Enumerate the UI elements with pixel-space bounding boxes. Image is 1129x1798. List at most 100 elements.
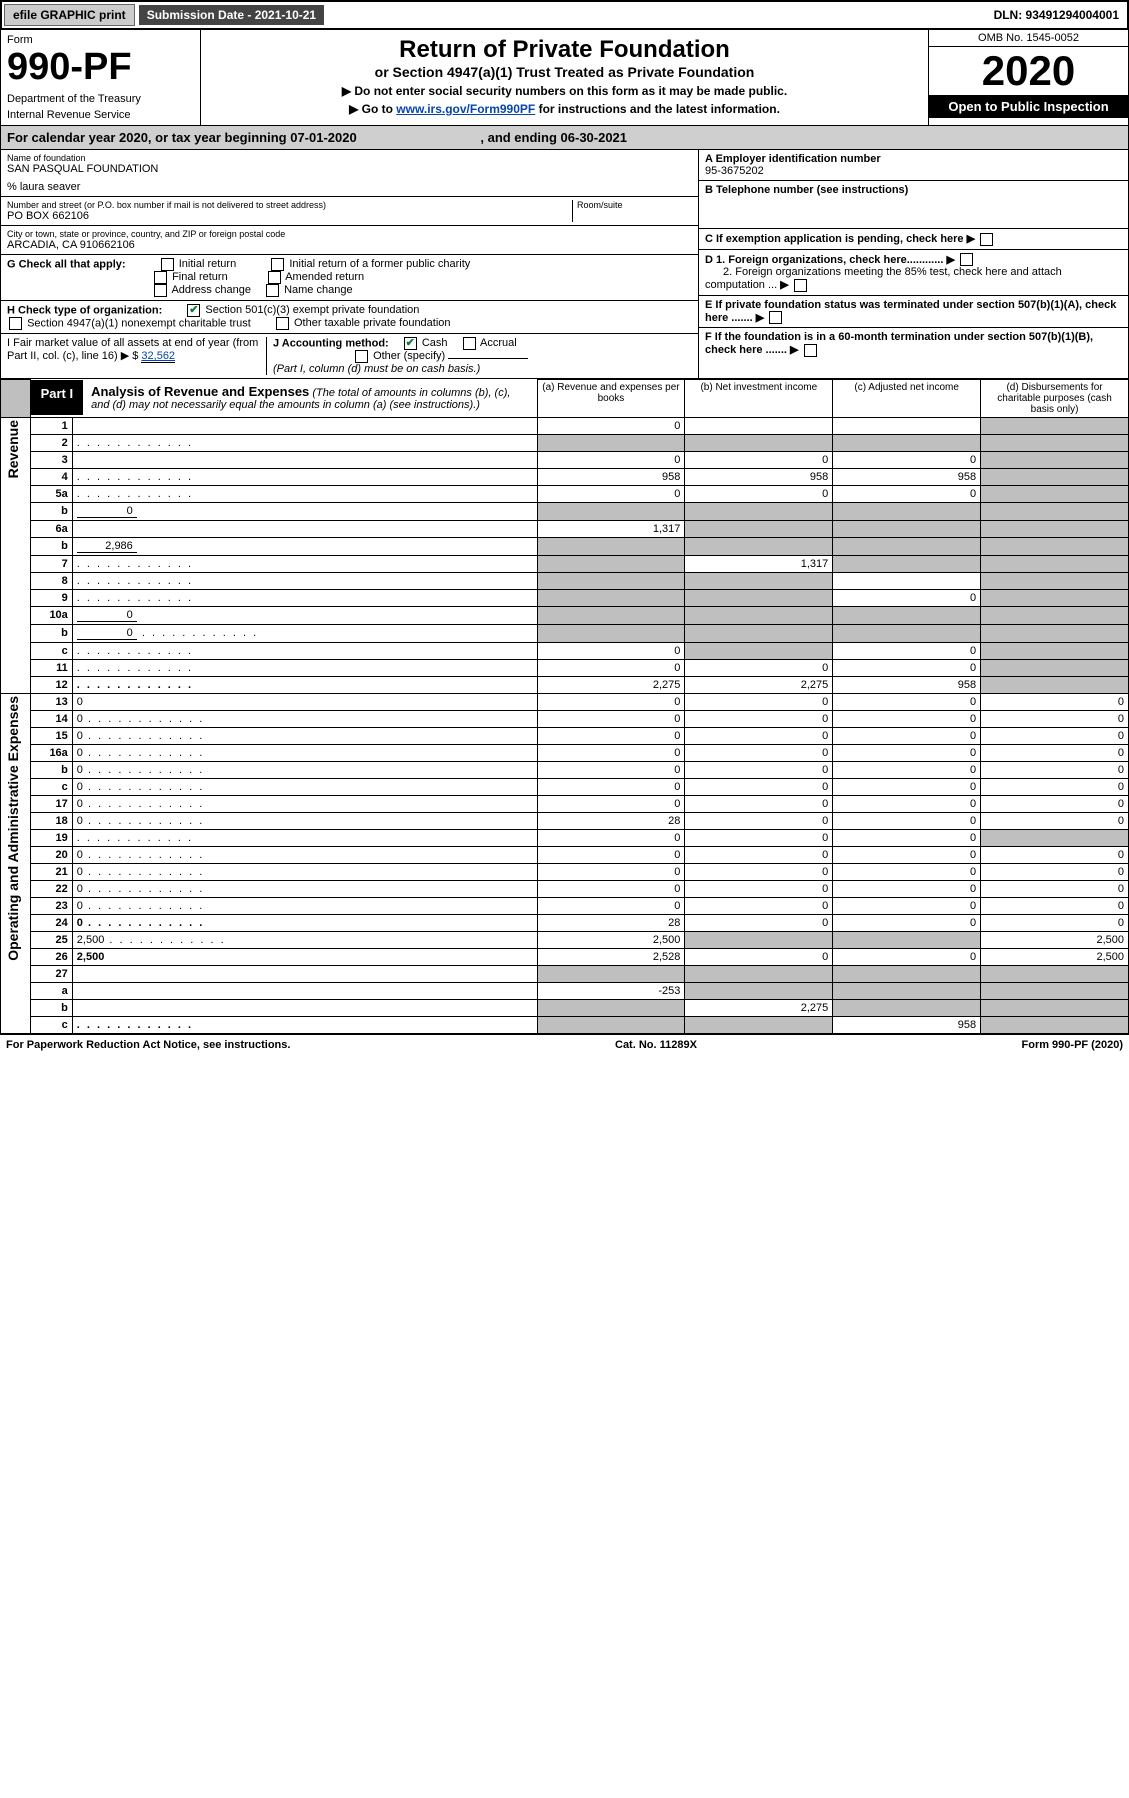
line-number: 27 <box>30 966 72 983</box>
cash-checkbox[interactable] <box>404 337 417 350</box>
col-b-header: (b) Net investment income <box>685 380 833 418</box>
cell-b: 2,275 <box>685 1000 833 1017</box>
cell-a: 0 <box>537 898 685 915</box>
open-inspection: Open to Public Inspection <box>929 95 1128 118</box>
cell-d: 0 <box>981 864 1129 881</box>
line-number: 6a <box>30 521 72 538</box>
city-label: City or town, state or province, country… <box>7 229 692 239</box>
initial-return-checkbox[interactable] <box>161 258 174 271</box>
cell-b <box>685 573 833 590</box>
foreign-org-checkbox[interactable] <box>960 253 973 266</box>
ssn-note: ▶ Do not enter social security numbers o… <box>207 84 922 98</box>
cell-b <box>685 503 833 521</box>
cell-a <box>537 1000 685 1017</box>
section-e-label: E If private foundation status was termi… <box>705 299 1116 324</box>
foundation-name: SAN PASQUAL FOUNDATION <box>7 163 692 175</box>
inline-value: 2,986 <box>77 540 137 553</box>
cell-d: 0 <box>981 898 1129 915</box>
cell-a: 0 <box>537 711 685 728</box>
line-number: 17 <box>30 796 72 813</box>
cell-c <box>833 556 981 573</box>
line-desc: 0 <box>77 747 83 759</box>
cell-a: 0 <box>537 745 685 762</box>
cell-a <box>537 573 685 590</box>
efile-button[interactable]: efile GRAPHIC print <box>4 4 135 26</box>
street-address: PO BOX 662106 <box>7 210 572 222</box>
expenses-side-label: Operating and Administrative Expenses <box>5 696 21 961</box>
line-number: c <box>30 643 72 660</box>
cell-c <box>833 418 981 435</box>
cell-a: 0 <box>537 694 685 711</box>
fmv-value[interactable]: 32,562 <box>141 350 175 363</box>
cell-d <box>981 418 1129 435</box>
foreign-85-checkbox[interactable] <box>794 279 807 292</box>
room-label: Room/suite <box>577 200 692 210</box>
exemption-pending-checkbox[interactable] <box>980 233 993 246</box>
cell-a: 0 <box>537 762 685 779</box>
line-number: 4 <box>30 469 72 486</box>
revenue-side-label: Revenue <box>5 420 21 478</box>
line-number: 12 <box>30 677 72 694</box>
section-i: I Fair market value of all assets at end… <box>7 337 267 375</box>
accrual-checkbox[interactable] <box>463 337 476 350</box>
line-number: c <box>30 779 72 796</box>
cell-d: 0 <box>981 728 1129 745</box>
cell-a: 0 <box>537 779 685 796</box>
other-taxable-checkbox[interactable] <box>276 317 289 330</box>
table-row: 10a 0 <box>1 607 1129 625</box>
section-g: G Check all that apply: Initial return I… <box>1 255 698 301</box>
cell-b <box>685 932 833 949</box>
cell-c: 0 <box>833 660 981 677</box>
cell-d <box>981 452 1129 469</box>
cell-c <box>833 573 981 590</box>
60month-checkbox[interactable] <box>804 344 817 357</box>
terminated-checkbox[interactable] <box>769 311 782 324</box>
line-number: 15 <box>30 728 72 745</box>
initial-former-checkbox[interactable] <box>271 258 284 271</box>
table-row: c00000 <box>1 779 1129 796</box>
cell-a: 0 <box>537 830 685 847</box>
cell-d: 0 <box>981 779 1129 796</box>
cell-b: 0 <box>685 949 833 966</box>
4947-checkbox[interactable] <box>9 317 22 330</box>
cell-c: 0 <box>833 796 981 813</box>
cell-c <box>833 435 981 452</box>
cell-a: 0 <box>537 728 685 745</box>
501c3-checkbox[interactable] <box>187 304 200 317</box>
line-number: 11 <box>30 660 72 677</box>
cell-d <box>981 556 1129 573</box>
table-row: 16a00000 <box>1 745 1129 762</box>
name-change-checkbox[interactable] <box>266 284 279 297</box>
cell-d <box>981 469 1129 486</box>
cell-b: 0 <box>685 694 833 711</box>
table-row: 2000000 <box>1 847 1129 864</box>
cell-c: 0 <box>833 745 981 762</box>
line-desc: 0 <box>77 900 83 912</box>
address-change-checkbox[interactable] <box>154 284 167 297</box>
cell-b: 0 <box>685 728 833 745</box>
cell-d <box>981 486 1129 503</box>
cell-c: 0 <box>833 881 981 898</box>
table-row: 18028000 <box>1 813 1129 830</box>
cell-c: 0 <box>833 813 981 830</box>
irs-link[interactable]: www.irs.gov/Form990PF <box>396 102 535 116</box>
cell-c: 0 <box>833 847 981 864</box>
line-number: 3 <box>30 452 72 469</box>
city-state-zip: ARCADIA, CA 910662106 <box>7 239 692 251</box>
cell-d: 0 <box>981 694 1129 711</box>
page-footer: For Paperwork Reduction Act Notice, see … <box>0 1034 1129 1055</box>
other-method-checkbox[interactable] <box>355 350 368 363</box>
table-row: 3000 <box>1 452 1129 469</box>
cell-d: 0 <box>981 796 1129 813</box>
cell-b <box>685 966 833 983</box>
final-return-checkbox[interactable] <box>154 271 167 284</box>
amended-return-checkbox[interactable] <box>268 271 281 284</box>
table-row: 262,5002,528002,500 <box>1 949 1129 966</box>
cell-b: 0 <box>685 847 833 864</box>
cell-b <box>685 418 833 435</box>
cell-b: 0 <box>685 486 833 503</box>
line-desc: 0 <box>77 849 83 861</box>
table-row: Revenue10 <box>1 418 1129 435</box>
form-header: Form 990-PF Department of the Treasury I… <box>0 30 1129 126</box>
cell-d <box>981 660 1129 677</box>
